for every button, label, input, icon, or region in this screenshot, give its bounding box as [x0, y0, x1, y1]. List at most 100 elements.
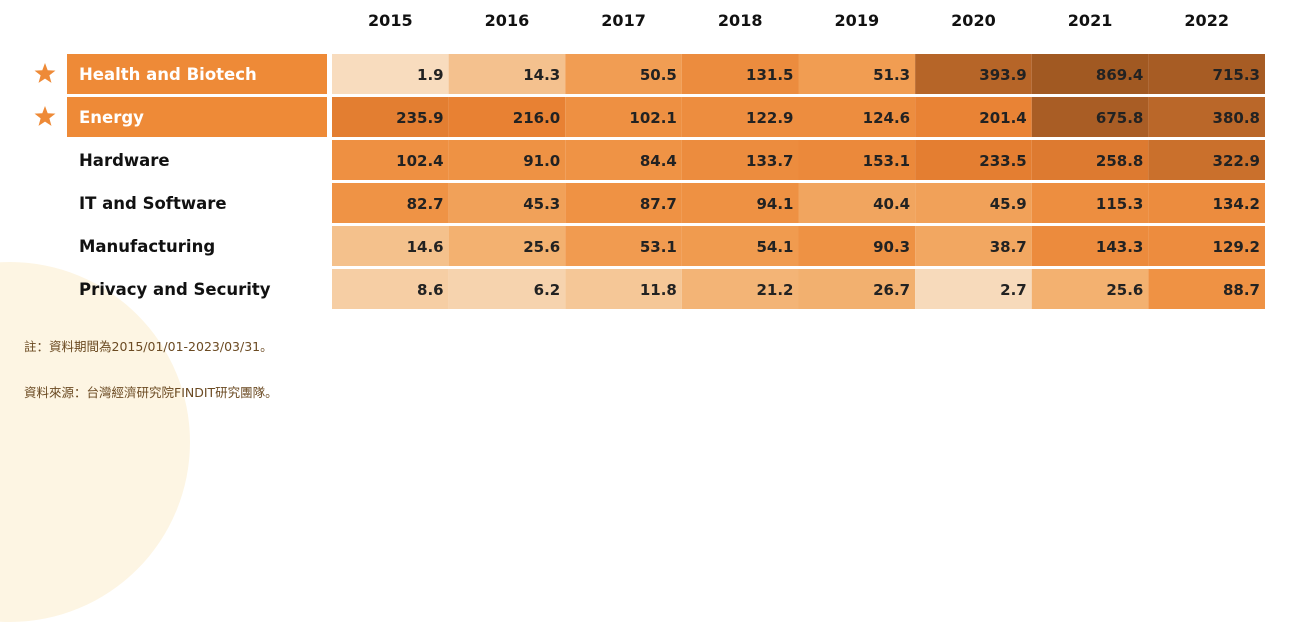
cell-value: 201.4	[979, 109, 1026, 127]
heatmap-cell	[1148, 140, 1265, 180]
cell-value: 38.7	[990, 238, 1027, 256]
heatmap-cell	[1148, 269, 1265, 309]
column-header-2017: 2017	[601, 11, 646, 30]
cell-value: 115.3	[1096, 195, 1143, 213]
star-icon	[34, 63, 56, 83]
heatmap-cell	[915, 140, 1032, 180]
heatmap-cell	[565, 97, 682, 137]
note-period: 註：資料期間為2015/01/01-2023/03/31。	[24, 336, 278, 355]
heatmap-cell	[1031, 183, 1149, 223]
cell-value: 14.6	[407, 238, 444, 256]
heatmap-cell	[332, 269, 449, 309]
heatmap-cell	[1031, 226, 1149, 266]
heatmap-cell	[681, 183, 799, 223]
column-header-2015: 2015	[368, 11, 413, 30]
cell-value: 393.9	[979, 66, 1026, 84]
cell-value: 380.8	[1213, 109, 1260, 127]
cell-value: 2.7	[1000, 281, 1027, 299]
cell-value: 6.2	[534, 281, 561, 299]
cell-value: 45.9	[990, 195, 1027, 213]
heatmap-chart: 2015 2016 2017 2018 2019 2020 2021 2022 Health a…	[34, 11, 1265, 309]
heatmap-cell	[681, 269, 799, 309]
heatmap-cell	[332, 54, 449, 94]
heatmap-cell	[448, 97, 566, 137]
heatmap-cell	[448, 54, 566, 94]
cell-value: 94.1	[756, 195, 793, 213]
heatmap-cell	[915, 97, 1032, 137]
cell-value: 102.1	[629, 109, 676, 127]
cell-value: 21.2	[756, 281, 793, 299]
cell-value: 40.4	[873, 195, 910, 213]
note-source-text: 資料來源：台灣經濟研究院FINDIT研究團隊。	[24, 385, 278, 400]
heatmap-cell	[681, 54, 799, 94]
heatmap-cell	[915, 269, 1032, 309]
heatmap-cell	[565, 54, 682, 94]
heatmap-cell	[1148, 97, 1265, 137]
cell-value: 258.8	[1096, 152, 1143, 170]
cell-value: 82.7	[407, 195, 444, 213]
heatmap-cell	[565, 226, 682, 266]
row-label-hardware: Hardware	[79, 151, 170, 170]
note-source: 資料來源：台灣經濟研究院FINDIT研究團隊。	[24, 382, 278, 401]
heatmap-cell	[798, 226, 916, 266]
row-label-manufacturing: Manufacturing	[79, 237, 215, 256]
heatmap-cell	[1031, 140, 1149, 180]
cell-value: 134.2	[1213, 195, 1260, 213]
heatmap-cell	[1031, 269, 1149, 309]
heatmap-cell	[798, 54, 916, 94]
cell-value: 25.6	[523, 238, 560, 256]
cell-value: 122.9	[746, 109, 793, 127]
heatmap-cell	[448, 140, 566, 180]
column-header-2016: 2016	[485, 11, 530, 30]
heatmap-cell	[565, 140, 682, 180]
cell-value: 25.6	[1106, 281, 1143, 299]
heatmap-cell	[448, 183, 566, 223]
cell-value: 51.3	[873, 66, 910, 84]
cell-value: 54.1	[756, 238, 793, 256]
cell-value: 233.5	[979, 152, 1026, 170]
heatmap-cell	[1031, 54, 1149, 94]
cell-value: 131.5	[746, 66, 793, 84]
cell-value: 87.7	[640, 195, 677, 213]
cell-value: 90.3	[873, 238, 910, 256]
heatmap-cell	[798, 140, 916, 180]
heatmap-cell	[332, 97, 449, 137]
heatmap-cell	[565, 183, 682, 223]
column-header-2022: 2022	[1184, 11, 1229, 30]
column-header-2019: 2019	[835, 11, 880, 30]
heatmap-cell	[798, 97, 916, 137]
star-icon	[34, 106, 56, 126]
cell-value: 235.9	[396, 109, 443, 127]
heatmap-cell	[798, 183, 916, 223]
heatmap-cell	[681, 140, 799, 180]
cell-value: 869.4	[1096, 66, 1143, 84]
row-label-energy: Energy	[79, 108, 144, 127]
heatmap-cell	[1148, 226, 1265, 266]
cell-value: 84.4	[640, 152, 677, 170]
heatmap-cell	[332, 140, 449, 180]
heatmap-cell	[915, 226, 1032, 266]
cell-value: 53.1	[640, 238, 677, 256]
row-label-privacy-and-security: Privacy and Security	[79, 280, 271, 299]
heatmap-cell	[1031, 97, 1149, 137]
cell-value: 50.5	[640, 66, 677, 84]
cell-value: 153.1	[863, 152, 910, 170]
cell-value: 11.8	[640, 281, 677, 299]
cell-value: 715.3	[1213, 66, 1260, 84]
heatmap-cell	[915, 54, 1032, 94]
cell-value: 129.2	[1213, 238, 1260, 256]
column-header-2020: 2020	[951, 11, 996, 30]
cell-value: 133.7	[746, 152, 793, 170]
row-label-it-and-software: IT and Software	[79, 194, 227, 213]
cell-value: 124.6	[863, 109, 910, 127]
notes: 註：資料期間為2015/01/01-2023/03/31。 資料來源：台灣經濟研…	[24, 336, 278, 428]
cell-value: 322.9	[1213, 152, 1260, 170]
heatmap-cell	[565, 269, 682, 309]
cell-value: 26.7	[873, 281, 910, 299]
heatmap-cell	[332, 226, 449, 266]
heatmap-cell	[1148, 54, 1265, 94]
row-label-health-and-biotech: Health and Biotech	[79, 65, 257, 84]
heatmap-cell	[448, 226, 566, 266]
cell-value: 102.4	[396, 152, 443, 170]
heatmap-cell	[448, 269, 566, 309]
